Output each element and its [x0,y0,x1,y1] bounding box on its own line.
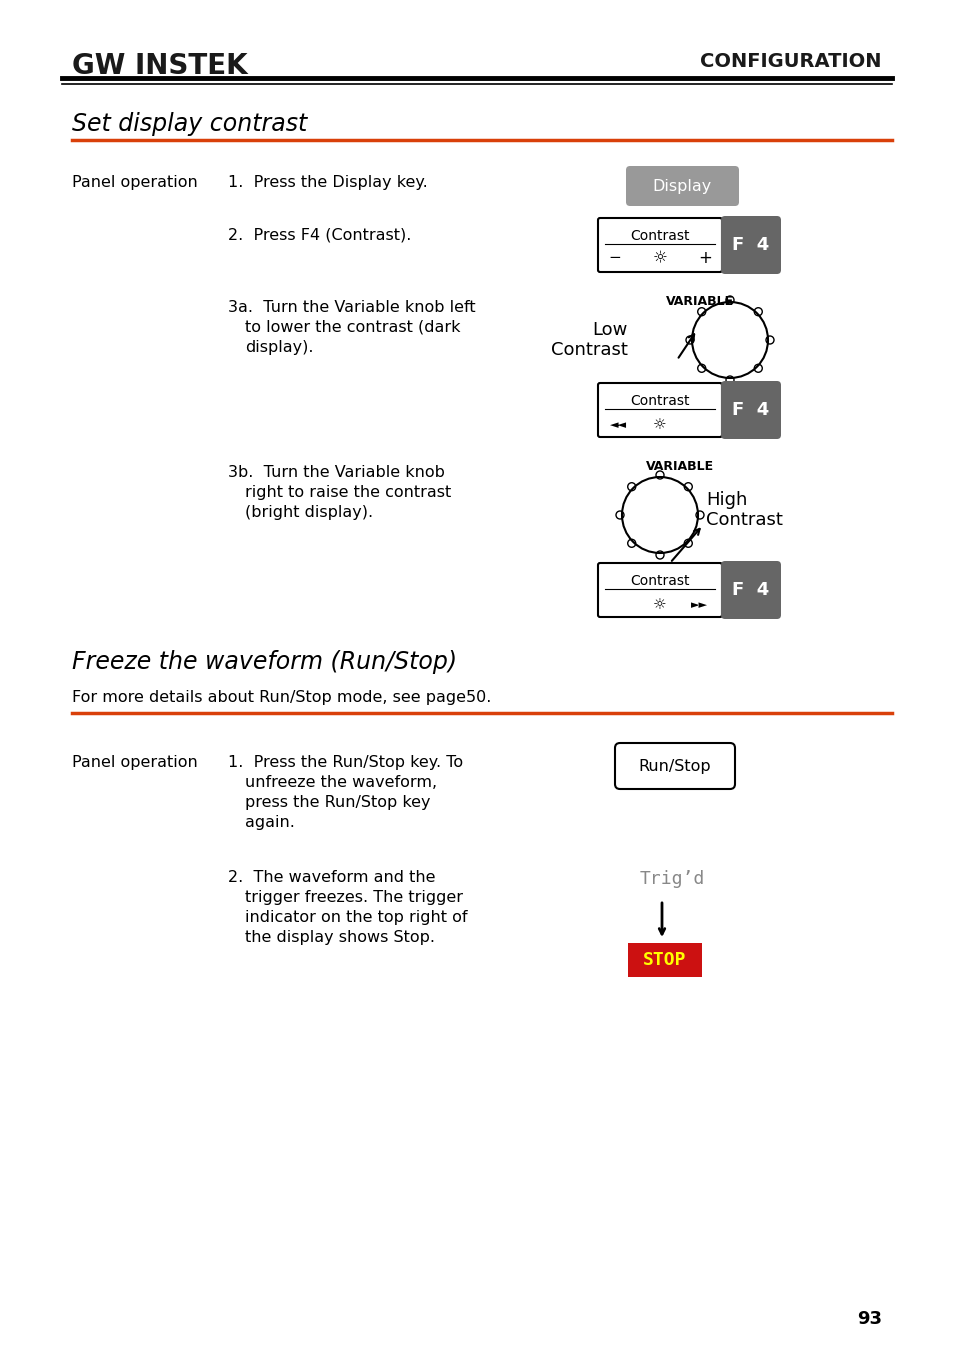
Text: Freeze the waveform (Run/Stop): Freeze the waveform (Run/Stop) [71,650,456,674]
Text: Low
Contrast: Low Contrast [551,321,627,359]
Text: display).: display). [245,340,314,355]
Text: press the Run/Stop key: press the Run/Stop key [245,795,430,809]
FancyBboxPatch shape [598,563,721,616]
Text: ☼: ☼ [653,598,666,612]
Text: CONFIGURATION: CONFIGURATION [700,53,882,71]
Text: 2.  Press F4 (Contrast).: 2. Press F4 (Contrast). [228,228,411,243]
Text: right to raise the contrast: right to raise the contrast [245,486,451,500]
Text: trigger freezes. The trigger: trigger freezes. The trigger [245,890,462,905]
Text: Display: Display [652,178,711,193]
FancyBboxPatch shape [720,380,781,438]
Text: F  4: F 4 [732,581,769,599]
Text: 3a.  Turn the Variable knob left: 3a. Turn the Variable knob left [228,299,476,316]
Text: Contrast: Contrast [630,229,689,243]
Text: Contrast: Contrast [630,575,689,588]
FancyBboxPatch shape [598,383,721,437]
Text: ◄◄: ◄◄ [609,420,626,430]
Text: 1.  Press the Display key.: 1. Press the Display key. [228,175,427,190]
Text: High
Contrast: High Contrast [705,491,782,529]
FancyBboxPatch shape [720,561,781,619]
Text: Run/Stop: Run/Stop [638,758,711,773]
Text: the display shows Stop.: the display shows Stop. [245,929,435,946]
Text: (bright display).: (bright display). [245,505,373,519]
Text: 1.  Press the Run/Stop key. To: 1. Press the Run/Stop key. To [228,755,462,770]
Text: F  4: F 4 [732,401,769,420]
Text: 2.  The waveform and the: 2. The waveform and the [228,870,435,885]
Text: −: − [608,251,620,266]
Text: again.: again. [245,815,294,830]
Text: ☼: ☼ [652,250,667,267]
Text: +: + [698,250,711,267]
Text: unfreeze the waveform,: unfreeze the waveform, [245,774,436,791]
Text: 93: 93 [856,1310,882,1327]
FancyBboxPatch shape [625,166,739,206]
Text: Set display contrast: Set display contrast [71,112,307,136]
FancyBboxPatch shape [598,219,721,272]
Text: GW INSTEK: GW INSTEK [71,53,248,80]
Text: Panel operation: Panel operation [71,175,197,190]
Text: ☼: ☼ [653,417,666,433]
Text: Trig’d: Trig’d [639,870,704,888]
Text: ►►: ►► [690,600,707,610]
Text: 3b.  Turn the Variable knob: 3b. Turn the Variable knob [228,465,444,480]
Text: VARIABLE: VARIABLE [665,295,733,308]
Text: For more details about Run/Stop mode, see page50.: For more details about Run/Stop mode, se… [71,689,491,706]
Text: indicator on the top right of: indicator on the top right of [245,911,467,925]
Text: STOP: STOP [642,951,686,969]
Text: F  4: F 4 [732,236,769,254]
Text: to lower the contrast (dark: to lower the contrast (dark [245,320,460,335]
FancyBboxPatch shape [627,943,701,977]
Text: Contrast: Contrast [630,394,689,407]
FancyBboxPatch shape [720,216,781,274]
Text: Panel operation: Panel operation [71,755,197,770]
Text: VARIABLE: VARIABLE [645,460,713,473]
FancyBboxPatch shape [615,743,734,789]
